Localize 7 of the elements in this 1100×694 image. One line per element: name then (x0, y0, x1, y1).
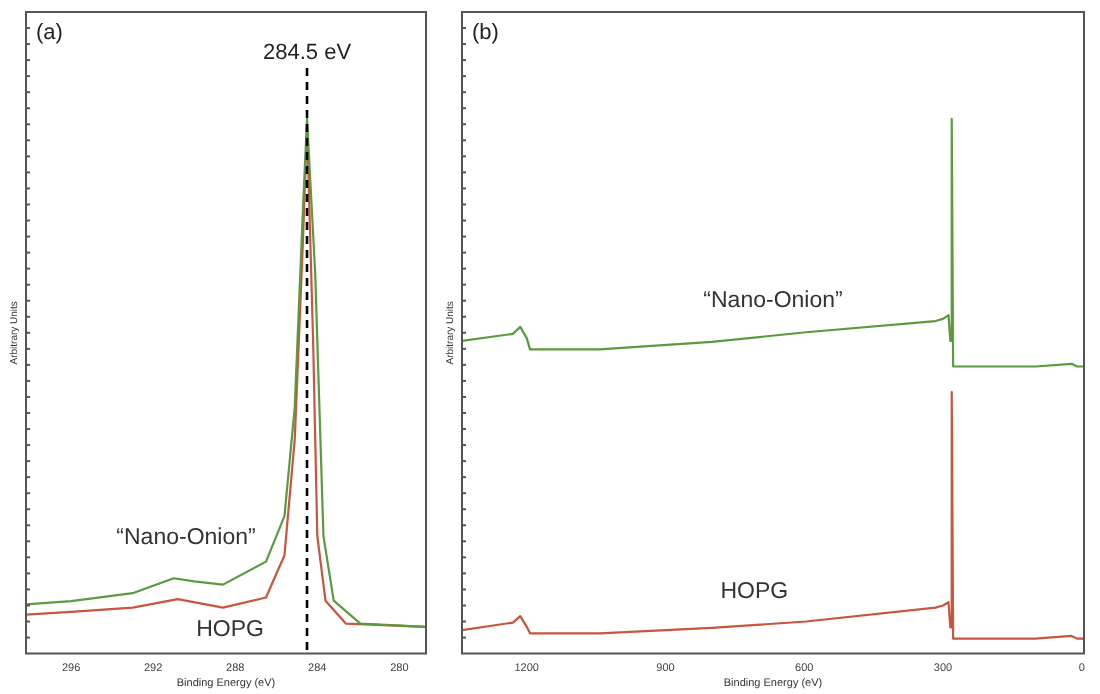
series-label: HOPG (720, 580, 789, 605)
text: (b) (472, 21, 499, 46)
series-label: “Nano-Onion” (116, 525, 257, 550)
ref-line-label: 284.5 eV (262, 41, 353, 66)
text: (a) (36, 21, 63, 46)
series-label: “Nano-Onion” (703, 288, 844, 313)
series-label: HOPG (196, 617, 264, 642)
